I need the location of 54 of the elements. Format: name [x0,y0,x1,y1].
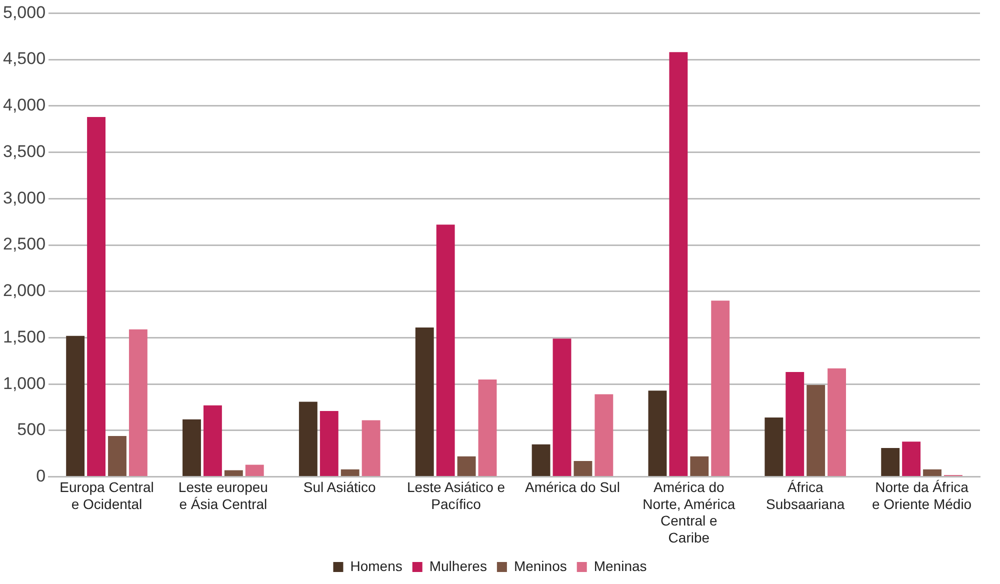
bar [669,52,688,476]
x-tick-label: Norte da África e Oriente Médio [872,479,972,512]
bar [574,461,592,476]
y-tick-label: 1,000 [2,374,46,393]
y-tick-label: 500 [17,420,46,440]
bar [182,419,201,476]
bar [881,448,900,476]
x-tick-label: Leste europeu e Ásia Central [178,479,268,512]
bar [340,469,360,476]
bar [478,379,497,476]
y-tick-label: 4,000 [2,96,46,115]
bar [690,456,709,476]
bar [298,402,318,476]
bar [457,456,476,476]
bar [764,417,784,476]
y-tick-label: 5,000 [2,2,46,22]
y-tick-label: 0 [36,466,46,486]
bar [66,336,85,476]
bar [108,436,126,476]
bar [128,329,148,476]
bar [362,420,380,476]
bar [245,464,264,476]
bar [224,470,243,476]
legend-label: Meninos [514,558,567,574]
bar [923,469,942,476]
y-tick-label: 3,000 [2,188,46,208]
y-tick-label: 2,500 [2,234,46,254]
legend-label: Homens [350,558,402,574]
bar [806,385,826,476]
bar [902,442,921,476]
bar [711,300,730,476]
bar [87,117,106,476]
bar [436,224,455,476]
y-tick-label: 2,000 [2,281,46,300]
x-tick-label: América do Norte, América Central e Caribe [642,479,736,546]
x-tick-label: América do Sul [525,479,620,496]
x-tick-label: Europa Central e Ocidental [60,479,154,512]
x-tick-label: África Subsaariana [766,479,845,512]
bar [320,410,338,476]
bar [415,328,434,476]
legend-label: Meninas [594,558,647,574]
bar [552,338,572,476]
y-tick-label: 1,500 [2,327,46,346]
bar [828,368,846,476]
bar [648,390,667,476]
bar [786,372,804,476]
x-tick-label: Leste Asiático e Pacífico [407,479,506,512]
bar [203,405,222,476]
bar [532,444,550,476]
x-tick-label: Sul Asiático [303,479,376,496]
legend-label: Mulheres [429,558,487,574]
y-tick-label: 3,500 [2,142,46,161]
bar [594,394,614,476]
y-tick-label: 4,500 [2,49,46,68]
